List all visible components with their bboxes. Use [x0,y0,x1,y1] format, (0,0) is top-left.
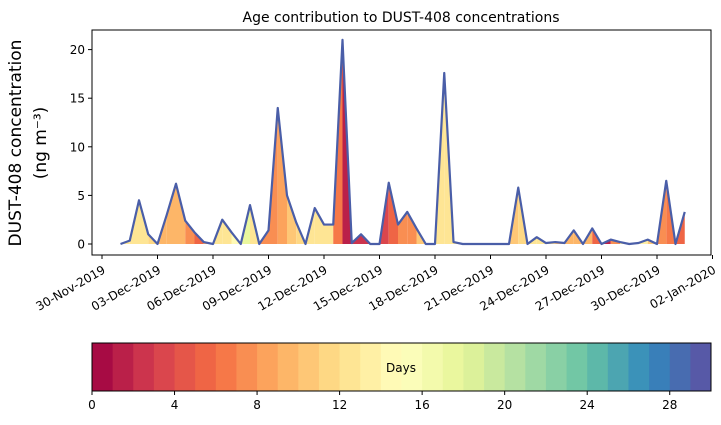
y-tick-label: 0 [77,238,85,252]
colorbar-band [690,343,712,391]
colorbar-band [298,343,320,391]
colorbar-band [153,343,176,391]
y-tick-label: 10 [70,140,85,154]
y-axis-label-line1: DUST-408 concentration [6,40,26,247]
area-segment [398,211,408,244]
colorbar-tick-label: 8 [253,398,261,412]
colorbar-tick-label: 4 [171,398,179,412]
total-concentration-line [120,38,686,246]
colorbar-band [669,343,691,391]
colorbar: 0 4 8 12 16 20 24 28 [88,342,712,412]
colorbar-band [587,343,609,391]
colorbar-band [174,343,196,391]
colorbar-band [607,343,629,391]
colorbar-tick-label: 0 [88,398,96,412]
area-segment [435,72,445,244]
y-tick-label: 15 [70,92,85,106]
colorbar-band [401,343,423,391]
area-segment [176,183,186,244]
colorbar-frame [91,342,712,392]
colorbar-band [628,343,650,391]
y-tick-label: 5 [77,189,85,203]
colorbar-label: Days [386,361,416,375]
colorbar-band [133,343,155,391]
area-segment [287,195,297,244]
axes-frame [91,29,712,256]
colorbar-band [504,343,526,391]
colorbar-band [236,343,258,391]
area-segment [222,219,232,244]
colorbar-band [380,343,402,391]
colorbar-band [112,343,134,391]
colorbar-tick-label: 20 [497,398,512,412]
colorbar-band [92,343,114,391]
area-segment [277,107,287,244]
colorbar-band [525,343,547,391]
colorbar-band [442,343,464,391]
colorbar-band [545,343,568,391]
area-segment [407,211,417,244]
colorbar-band [215,343,237,391]
chart-title: Age contribution to DUST-408 concentrati… [243,10,560,26]
y-axis-label-line2: (ng m⁻³) [31,107,51,180]
colorbar-tick-label: 24 [580,398,595,412]
area-segment [314,208,324,244]
colorbar-band [566,343,588,391]
plot-area [120,38,686,246]
colorbar-tick-label: 12 [332,398,347,412]
colorbar-band [484,343,506,391]
colorbar-band [360,343,382,391]
colorbar-tick-label: 16 [414,398,429,412]
colorbar-band [339,343,361,391]
colorbar-band [195,343,217,391]
colorbar-band [649,343,671,391]
area-segment [185,220,195,244]
colorbar-band [463,343,485,391]
colorbar-tick-label: 28 [662,398,677,412]
area-segment [324,224,334,244]
area-segment [166,183,176,244]
colorbar-band [277,343,299,391]
colorbar-band [318,343,341,391]
colorbar-band [257,343,279,391]
colorbar-band [422,343,444,391]
y-tick-label: 20 [70,43,85,57]
axes: 0510152030-Nov-201903-Dec-201906-Dec-201… [34,29,718,314]
